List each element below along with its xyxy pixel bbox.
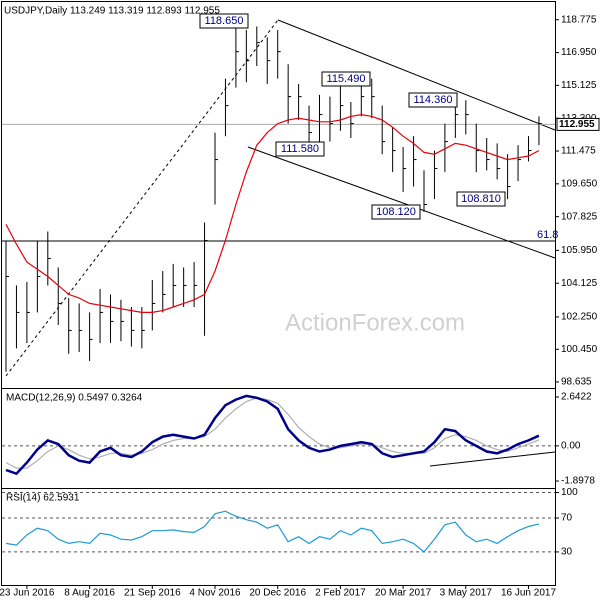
y-tick-label: 104.125 bbox=[561, 278, 598, 289]
y-tick-label: 111.475 bbox=[561, 146, 596, 157]
annotation: 115.490 bbox=[327, 73, 366, 85]
chart-title: USDJPY,Daily 113.249 113.319 112.893 112… bbox=[4, 6, 220, 17]
y-tick-label: 2.6422 bbox=[561, 392, 592, 403]
annotation: 108.810 bbox=[461, 193, 501, 205]
y-tick-label: 105.950 bbox=[561, 245, 598, 256]
panel-title: MACD(12,26,9) 0.5497 0.3264 bbox=[6, 393, 143, 404]
annotation-box bbox=[371, 204, 421, 220]
x-tick-label: 23 Jun 2016 bbox=[0, 588, 55, 599]
y-tick-label: 70 bbox=[561, 513, 573, 524]
y-tick-label: 0.00 bbox=[561, 441, 581, 452]
moving-average bbox=[5, 113, 540, 313]
x-tick-label: 3 May 2017 bbox=[440, 588, 493, 599]
trend-line bbox=[429, 451, 556, 467]
y-tick-label: 30 bbox=[561, 547, 573, 558]
annotation-box bbox=[408, 92, 458, 108]
indicator-line bbox=[5, 394, 540, 476]
frame bbox=[1, 1, 556, 586]
panel-title: RSI(14) 62.5931 bbox=[6, 493, 80, 504]
last-price-label: 112.955 bbox=[559, 119, 595, 130]
annotation: 61.8 bbox=[537, 229, 558, 241]
indicator-line bbox=[5, 510, 540, 553]
x-tick-label: 4 Nov 2016 bbox=[189, 588, 241, 599]
annotation: 108.120 bbox=[376, 206, 416, 218]
x-tick-label: 16 Jun 2017 bbox=[501, 588, 556, 599]
annotation: 111.580 bbox=[281, 143, 319, 155]
watermark: ActionForex.com bbox=[285, 309, 465, 336]
trend-line bbox=[5, 19, 279, 377]
annotation-box bbox=[199, 13, 249, 29]
y-tick-label: 100.450 bbox=[561, 344, 598, 355]
y-tick-label: 115.125 bbox=[561, 80, 597, 91]
x-tick-label: 20 Mar 2017 bbox=[375, 588, 432, 599]
annotation-box bbox=[275, 141, 325, 157]
x-tick-label: 2 Feb 2017 bbox=[315, 588, 366, 599]
annotation: 118.650 bbox=[205, 15, 244, 27]
y-tick-label: 102.250 bbox=[561, 312, 598, 323]
y-tick-label: 116.950 bbox=[561, 47, 597, 58]
y-tick-label: 98.635 bbox=[561, 377, 592, 388]
y-tick-label: 100 bbox=[561, 487, 578, 498]
x-tick-label: 8 Aug 2016 bbox=[64, 588, 115, 599]
annotation-box bbox=[456, 191, 506, 207]
annotation: 114.360 bbox=[414, 94, 453, 106]
x-tick-label: 20 Dec 2016 bbox=[249, 588, 306, 599]
channel-line bbox=[277, 19, 556, 131]
x-tick-label: 21 Sep 2016 bbox=[124, 588, 181, 599]
y-tick-label: 107.825 bbox=[561, 211, 598, 222]
y-tick-label: 109.650 bbox=[561, 178, 598, 189]
last-price-box bbox=[556, 117, 600, 131]
channel-line bbox=[247, 146, 556, 259]
annotation-box bbox=[321, 71, 371, 87]
y-tick-label: 118.775 bbox=[561, 14, 597, 25]
y-tick-label: -1.8978 bbox=[561, 476, 595, 487]
